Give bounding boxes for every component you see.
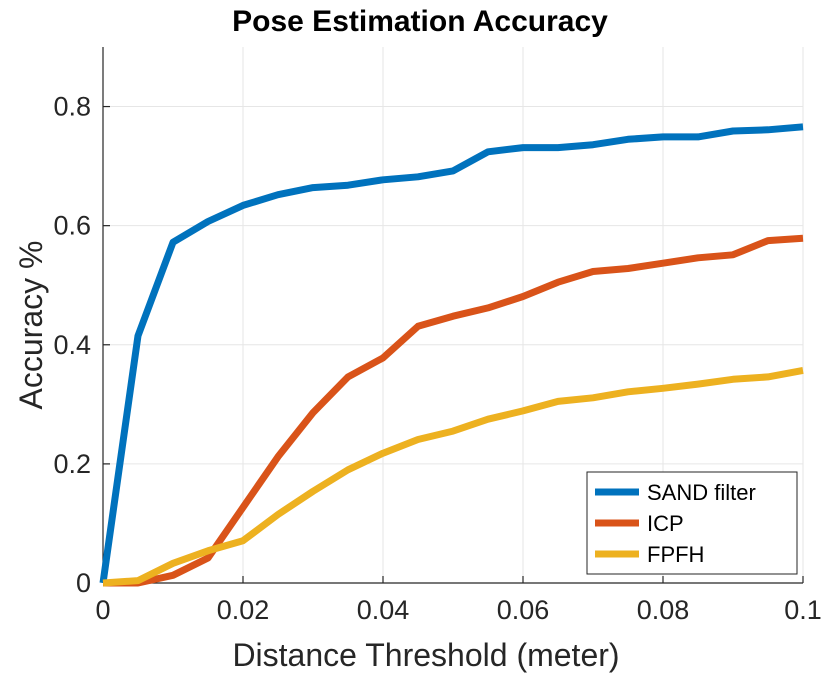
legend-label-fpfh: FPFH <box>647 542 704 567</box>
legend-label-icp: ICP <box>647 511 684 536</box>
chart-title: Pose Estimation Accuracy <box>232 5 608 38</box>
legend: SAND filter ICP FPFH <box>586 471 798 575</box>
x-tick-label: 0.1 <box>784 595 822 625</box>
x-tick-label: 0.04 <box>357 595 410 625</box>
x-tick-label: 0 <box>95 595 110 625</box>
x-axis-label: Distance Threshold (meter) <box>232 637 619 673</box>
series-line-fpfh <box>102 366 804 587</box>
series-line-sand-filter <box>99 123 804 584</box>
y-tick-label: 0.6 <box>53 211 91 241</box>
axes: 0 0.02 0.04 0.06 0.08 0.1 0 0.2 0.4 0.6 0.8 <box>53 47 822 625</box>
y-axis-label: Accuracy % <box>13 241 49 410</box>
series-line-icp <box>103 234 804 587</box>
legend-label-sand-filter: SAND filter <box>647 480 756 505</box>
series-lines <box>99 123 804 587</box>
x-tick-label: 0.02 <box>217 595 270 625</box>
x-tick-label: 0.08 <box>637 595 690 625</box>
y-tick-label: 0 <box>76 568 91 598</box>
x-tick-label: 0.06 <box>497 595 550 625</box>
y-tick-label: 0.8 <box>53 92 91 122</box>
y-tick-label: 0.4 <box>53 330 91 360</box>
y-tick-label: 0.2 <box>53 449 91 479</box>
